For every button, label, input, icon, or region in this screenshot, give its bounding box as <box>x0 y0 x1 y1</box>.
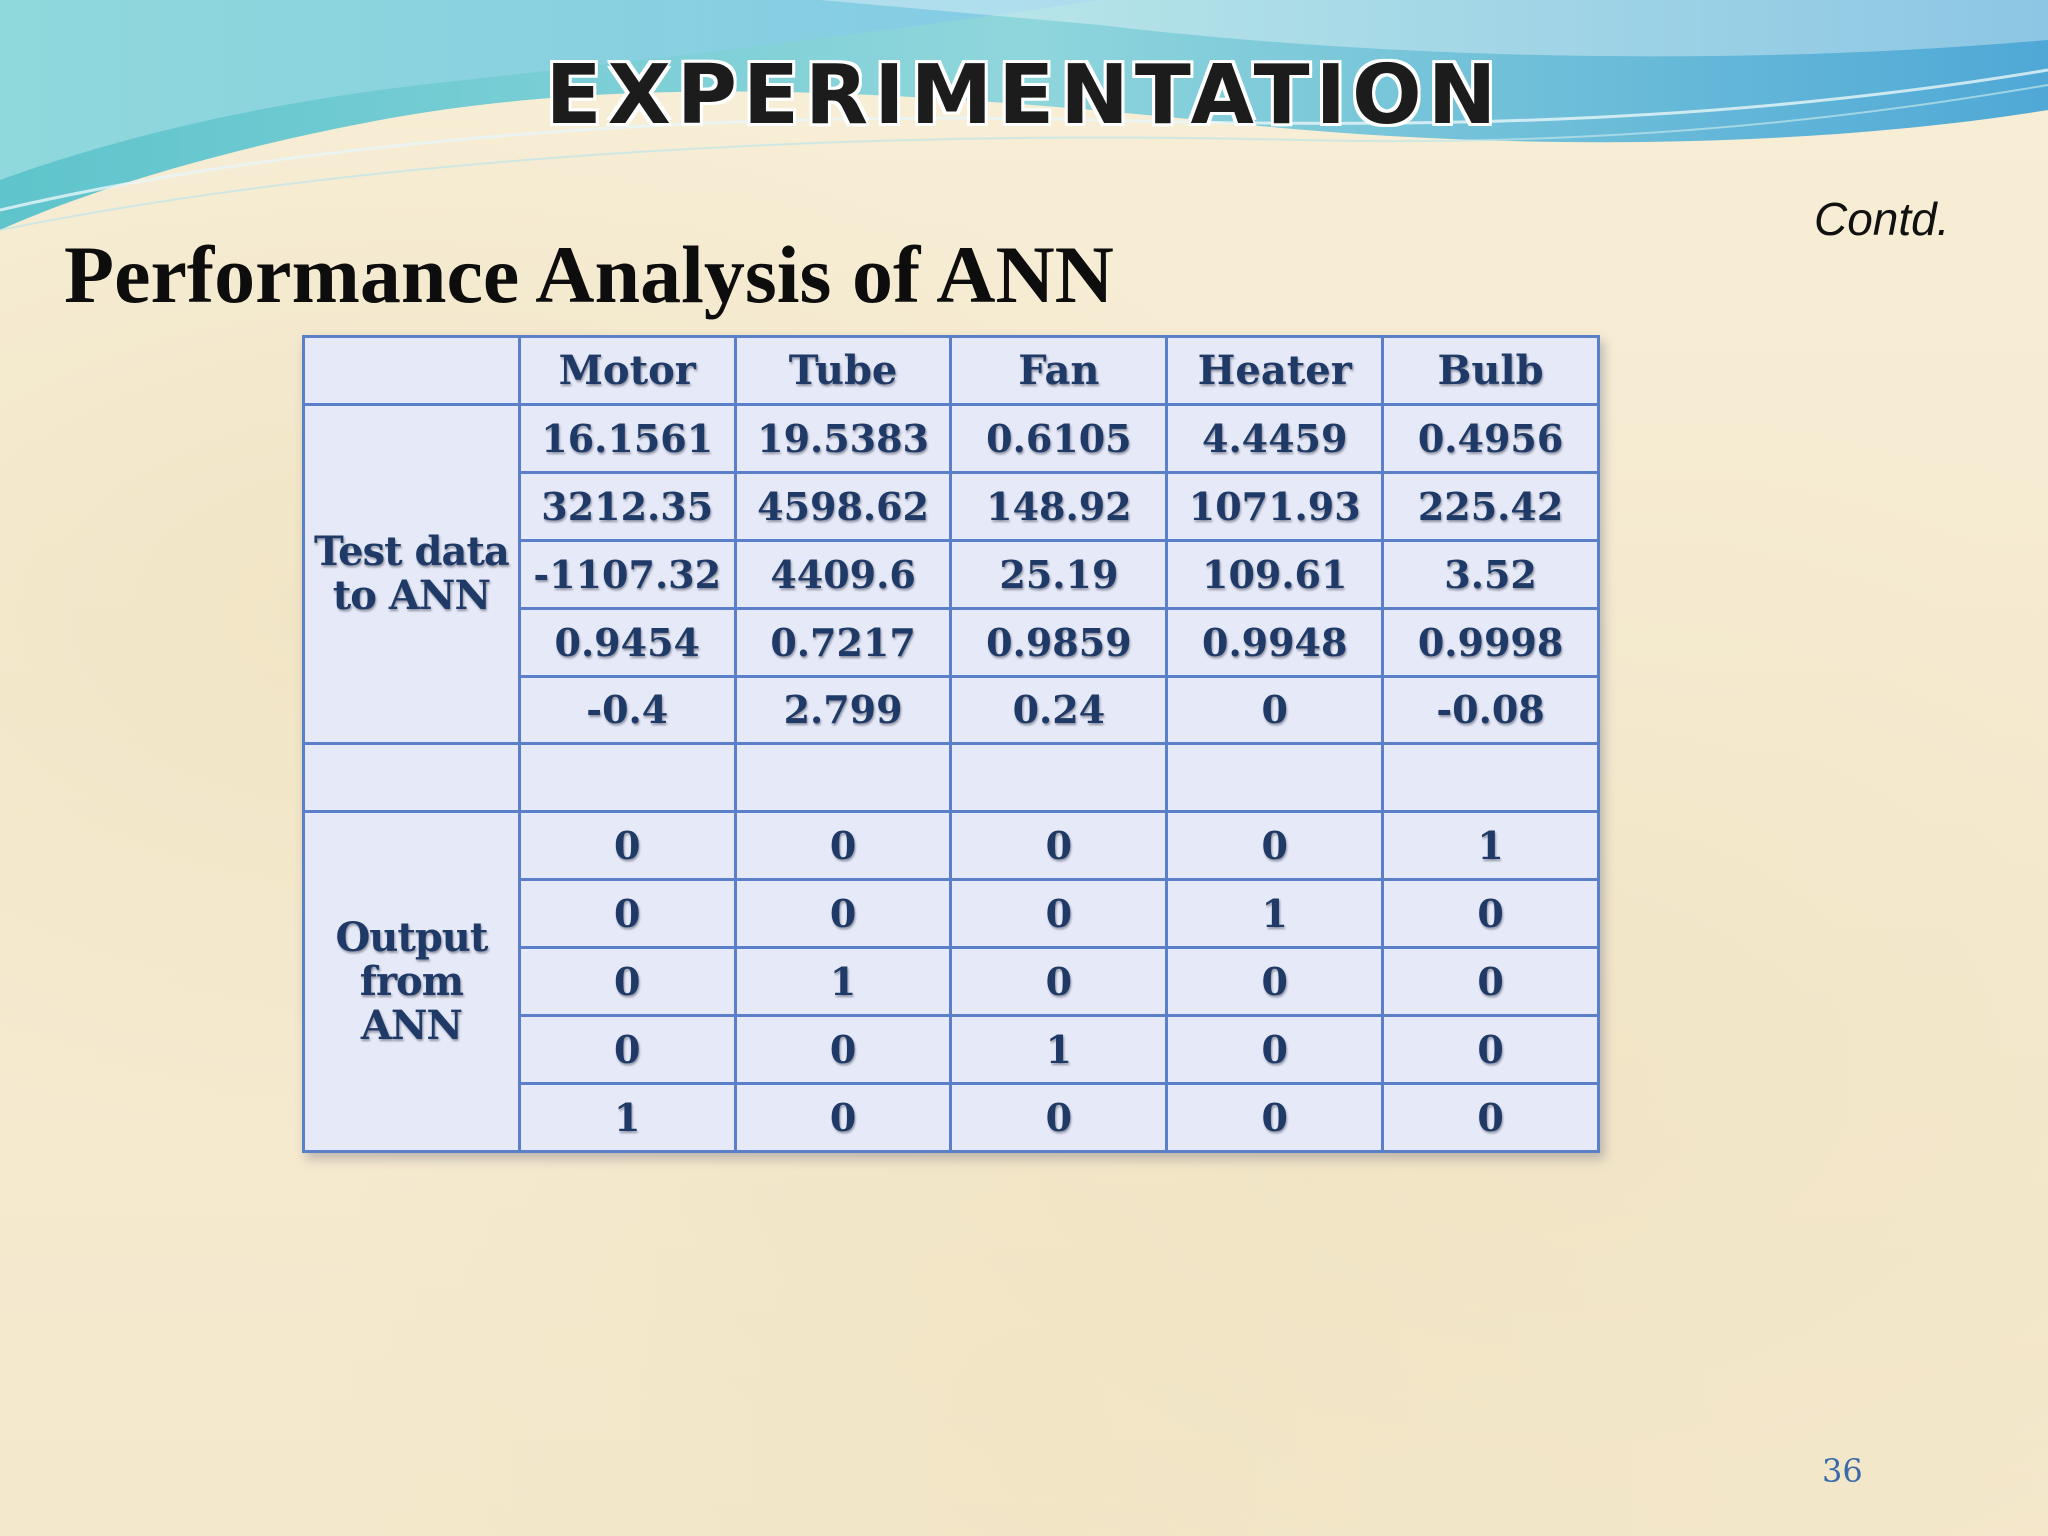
table-row: Output from ANN 0 0 0 0 1 <box>302 810 1600 1153</box>
table-cell-empty <box>1165 742 1385 814</box>
table-cell: 0 <box>1165 946 1385 1018</box>
table-header-bulb: Bulb <box>1381 335 1600 406</box>
table-cell: 0 <box>949 1081 1169 1154</box>
table-cell: 0.7217 <box>733 606 953 678</box>
test-data-label: Test data to ANN <box>302 402 521 746</box>
table-header-row: Motor Tube Fan Heater Bulb <box>302 335 1600 406</box>
table-cell: 0.6105 <box>949 402 1169 474</box>
table-spacer-row <box>302 742 1600 814</box>
table-cell: 0 <box>1165 810 1385 882</box>
table-row: 0 0 0 1 0 <box>304 878 1600 950</box>
table-cell: 4.4459 <box>1165 402 1385 474</box>
table-cell: -0.4 <box>517 674 737 746</box>
table-cell: 109.61 <box>1165 538 1385 610</box>
table-cell: 0 <box>949 810 1169 882</box>
table-cell: 0 <box>517 946 737 1018</box>
table-cell: -1107.32 <box>517 538 737 610</box>
banner-title: EXPERIMENTATION <box>544 47 1503 145</box>
table-cell: 0 <box>733 810 953 882</box>
table-row: 0 0 1 0 0 <box>304 1014 1600 1085</box>
table-row: Test data to ANN 16.1561 19.5383 0.6105 … <box>302 402 1600 746</box>
table-header-fan: Fan <box>949 335 1169 406</box>
table-cell-empty <box>302 742 521 814</box>
table-header-cell <box>302 335 521 406</box>
table-header-motor: Motor <box>517 335 737 406</box>
table-cell: 0.24 <box>949 674 1169 746</box>
table-cell: 4409.6 <box>733 538 953 610</box>
table-cell: 0 <box>1165 1081 1385 1154</box>
table-cell: 1 <box>1165 878 1385 950</box>
table-cell: 0 <box>1165 1014 1385 1085</box>
table-cell: 0.9454 <box>517 606 737 678</box>
table-cell: 1 <box>733 946 953 1018</box>
table-cell: 0 <box>1381 1081 1600 1154</box>
table-cell: 0 <box>1381 878 1600 950</box>
table-cell: 19.5383 <box>733 402 953 474</box>
table-cell: 0.9998 <box>1381 606 1600 678</box>
slide-title: Performance Analysis of ANN <box>64 229 1114 320</box>
table-cell-empty <box>1381 742 1600 814</box>
table-cell: 1 <box>517 1081 737 1154</box>
table-cell-empty <box>733 742 953 814</box>
table-header-heater: Heater <box>1165 335 1385 406</box>
contd-label: Contd. <box>1814 193 1950 245</box>
table-cell: 0 <box>733 1081 953 1154</box>
header-wave-decoration <box>0 0 2048 231</box>
table-cell: 1071.93 <box>1165 470 1385 542</box>
output-label: Output from ANN <box>302 810 521 1153</box>
table-cell: 0.4956 <box>1381 402 1600 474</box>
table-cell: 3.52 <box>1381 538 1600 610</box>
table-cell-empty <box>517 742 737 814</box>
performance-table: Motor Tube Fan Heater Bulb Test data to … <box>302 335 1600 1154</box>
table-row: 1 0 0 0 0 <box>304 1081 1600 1154</box>
table-cell: 0 <box>517 810 737 882</box>
table-cell: -0.08 <box>1381 674 1600 746</box>
table-cell: 4598.62 <box>733 470 953 542</box>
performance-table-container: Motor Tube Fan Heater Bulb Test data to … <box>302 335 1600 1154</box>
table-cell: 0 <box>733 1014 953 1085</box>
table-cell: 0.9859 <box>949 606 1169 678</box>
table-cell: 0 <box>1165 674 1385 746</box>
table-cell: 0 <box>733 878 953 950</box>
table-cell: 0 <box>1381 946 1600 1018</box>
table-header-tube: Tube <box>733 335 953 406</box>
table-row: -1107.32 4409.6 25.19 109.61 3.52 <box>304 538 1600 610</box>
table-cell: 0 <box>517 1014 737 1085</box>
table-cell: 0 <box>1381 1014 1600 1085</box>
table-cell: 1 <box>1381 810 1600 882</box>
page-number: 36 <box>1822 1452 1863 1490</box>
table-row: 3212.35 4598.62 148.92 1071.93 225.42 <box>304 470 1600 542</box>
table-row: -0.4 2.799 0.24 0 -0.08 <box>304 674 1600 746</box>
table-cell: 25.19 <box>949 538 1169 610</box>
table-cell: 148.92 <box>949 470 1169 542</box>
table-cell: 3212.35 <box>517 470 737 542</box>
table-cell-empty <box>949 742 1169 814</box>
table-cell: 2.799 <box>733 674 953 746</box>
table-row: 0 1 0 0 0 <box>304 946 1600 1018</box>
table-cell: 0 <box>517 878 737 950</box>
table-cell: 0 <box>949 946 1169 1018</box>
table-cell: 225.42 <box>1381 470 1600 542</box>
table-cell: 0 <box>949 878 1169 950</box>
table-cell: 0.9948 <box>1165 606 1385 678</box>
table-cell: 1 <box>949 1014 1169 1085</box>
table-cell: 16.1561 <box>517 402 737 474</box>
table-row: 0.9454 0.7217 0.9859 0.9948 0.9998 <box>304 606 1600 678</box>
